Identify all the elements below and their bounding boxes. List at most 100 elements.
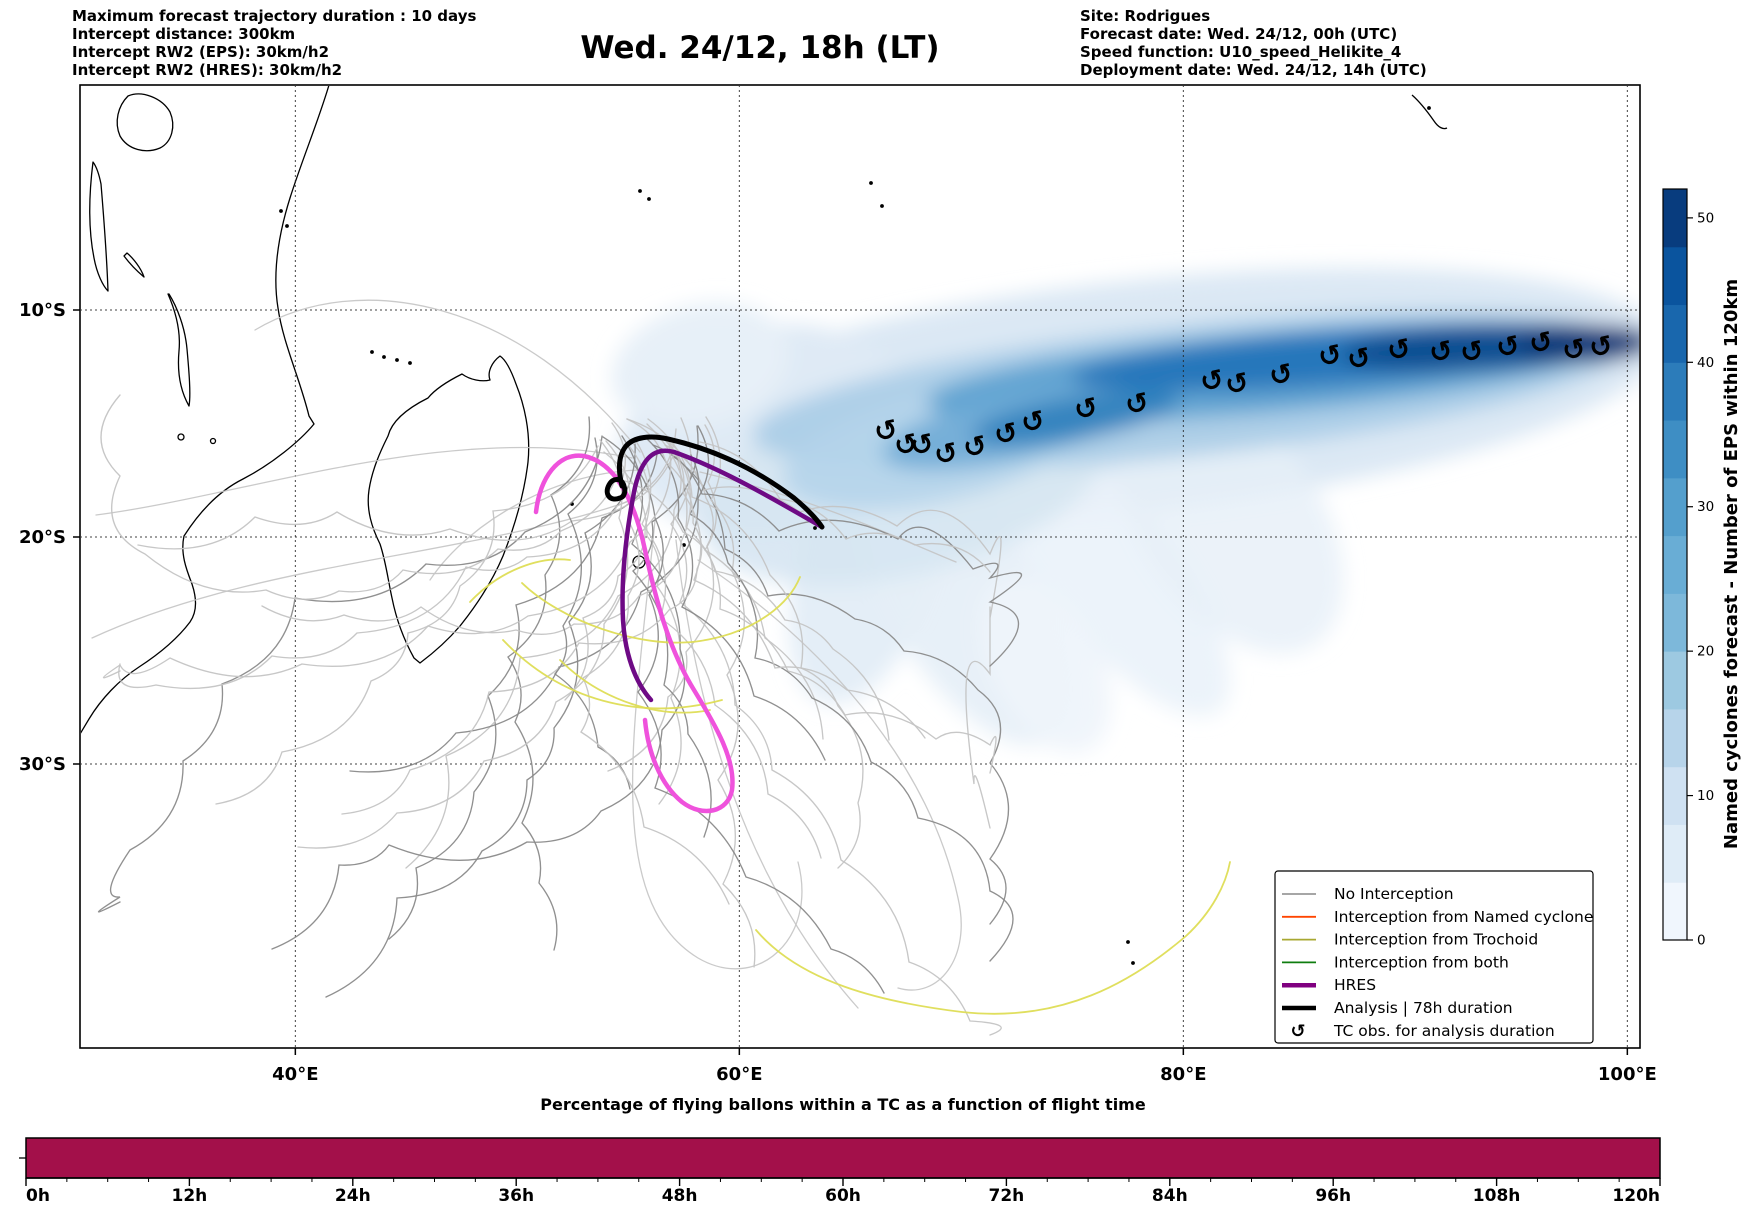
colorbar-tick-label: 0 [1697,933,1706,949]
trajectory-no-interception [98,435,603,913]
trajectory-no-interception [635,440,822,859]
colorbar-outline [1662,188,1688,941]
bar-tick-label: 60h [825,1186,861,1206]
trajectory-no-interception [626,418,1002,829]
trajectory-trochoid-interception [469,558,571,603]
trajectory-no-interception [297,439,629,849]
trajectory-trochoid-interception [521,576,801,644]
map-axis-labels: 40°E 60°E 80°E 100°E 10°S 20°S 30°S [19,300,1657,1085]
trajectory-no-interception [669,453,1010,925]
legend-item-4: HRES [1282,976,1376,994]
trajectory-no-interception [704,424,824,740]
info-intercept-rw2-hres: Intercept RW2 (HRES): 30km/h2 [72,61,342,79]
density-blob [1515,324,1639,364]
y-tick-label: 30°S [19,754,66,775]
legend-item-label: Analysis | 78h duration [1334,999,1513,1017]
small-lake [209,437,217,445]
colorbar-band [1663,189,1687,248]
bar-tick-label: 96h [1315,1186,1351,1206]
colorbar-tick-label: 30 [1697,499,1714,515]
legend-item-label: TC obs. for analysis duration [1333,1022,1555,1040]
x-tick-label: 100°E [1598,1064,1657,1085]
trajectory-no-interception [325,443,636,998]
trajectory-no-interception [602,436,885,994]
figure-title: Wed. 24/12, 18h (LT) [580,30,939,66]
bar-tick-label: 108h [1473,1186,1521,1206]
density-blob [611,302,789,428]
colorbar-band [1663,246,1687,306]
trajectory-no-interception [665,440,926,739]
bar-tick-label: 0h [26,1186,50,1206]
bar-tick-label: 120h [1612,1186,1660,1206]
legend-item-1: Interception from Named cyclone [1282,908,1593,926]
map-content [81,86,1639,965]
colorbar: Named cyclones forecast - Number of EPS … [1662,188,1742,949]
trajectory-no-interception [100,394,622,600]
small-island-dot [382,355,386,359]
small-island-dot [408,361,412,365]
colorbar-tick-label: 10 [1697,788,1714,804]
analysis-track [604,434,825,530]
small-island-dot [638,189,642,193]
y-tick-label: 20°S [19,527,66,548]
small-lake [177,433,185,441]
colorbar-band [1663,882,1687,941]
legend-item-0: No Interception [1282,885,1454,903]
y-tick-label: 10°S [19,300,66,321]
trajectory-no-interception [341,418,703,815]
small-island-dot [1427,106,1431,110]
trajectory-no-interception [118,428,677,690]
trajectory-no-interception [689,454,1014,962]
lake-malawi [167,293,191,407]
trajectory-no-interception [405,443,682,869]
info-deployment-date: Deployment date: Wed. 24/12, 14h (UTC) [1080,61,1427,79]
flight-time-bar [25,1137,1661,1179]
x-tick-label: 80°E [1160,1064,1206,1085]
small-island-dot [370,350,374,354]
info-intercept-rw2-eps: Intercept RW2 (EPS): 30km/h2 [72,43,329,61]
colorbar-band [1663,420,1687,479]
trajectory-no-interception [646,423,997,774]
trajectory-trochoid-interception [502,639,723,710]
coastlines [81,86,1448,965]
legend-item-3: Interception from both [1282,953,1509,971]
small-island-dot [813,526,817,530]
lake-rukwa [123,252,145,278]
bar-tick-label: 72h [989,1186,1025,1206]
colorbar-band [1663,824,1687,883]
legend-box [1274,870,1594,1044]
eps-density-plume [611,268,1639,753]
legend-item-6: ↺ TC obs. for analysis duration [1290,1021,1554,1042]
colorbar-tick-label: 40 [1697,355,1714,371]
trajectory-no-interception [137,453,675,550]
legend-item-label: Interception from Trochoid [1334,931,1538,949]
small-island-dot [647,197,651,201]
trajectory-no-interception [699,441,991,573]
x-tick-label: 40°E [272,1064,318,1085]
trajectory-no-interception [670,417,1002,1036]
small-island-dot [869,181,873,185]
lake-victoria [116,93,174,152]
trajectory-no-interception [91,497,639,639]
colorbar-band [1663,362,1687,421]
trajectory-no-interception [554,437,631,790]
lake-tanganyika [89,161,109,292]
trajectory-trochoid-interception [755,861,1231,1015]
x-tick-label: 60°E [716,1064,762,1085]
legend-item-label: No Interception [1334,885,1454,903]
small-island-dot [880,204,884,208]
info-speed-function: Speed function: U10_speed_Helikite_4 [1080,43,1401,61]
info-intercept-distance: Intercept distance: 300km [72,25,295,43]
colorbar-band [1663,651,1687,710]
trajectory-no-interception [507,416,591,951]
density-blob [971,390,1179,446]
trajectory-no-interception [705,416,756,968]
africa-coast [81,86,330,734]
colorbar-band [1663,477,1687,537]
bar-tick-label: 24h [335,1186,371,1206]
bar-tick-label: 84h [1152,1186,1188,1206]
info-max-duration: Maximum forecast trajectory duration : 1… [72,7,476,25]
trajectory-no-interception [675,539,859,1009]
colorbar-band [1663,766,1687,825]
